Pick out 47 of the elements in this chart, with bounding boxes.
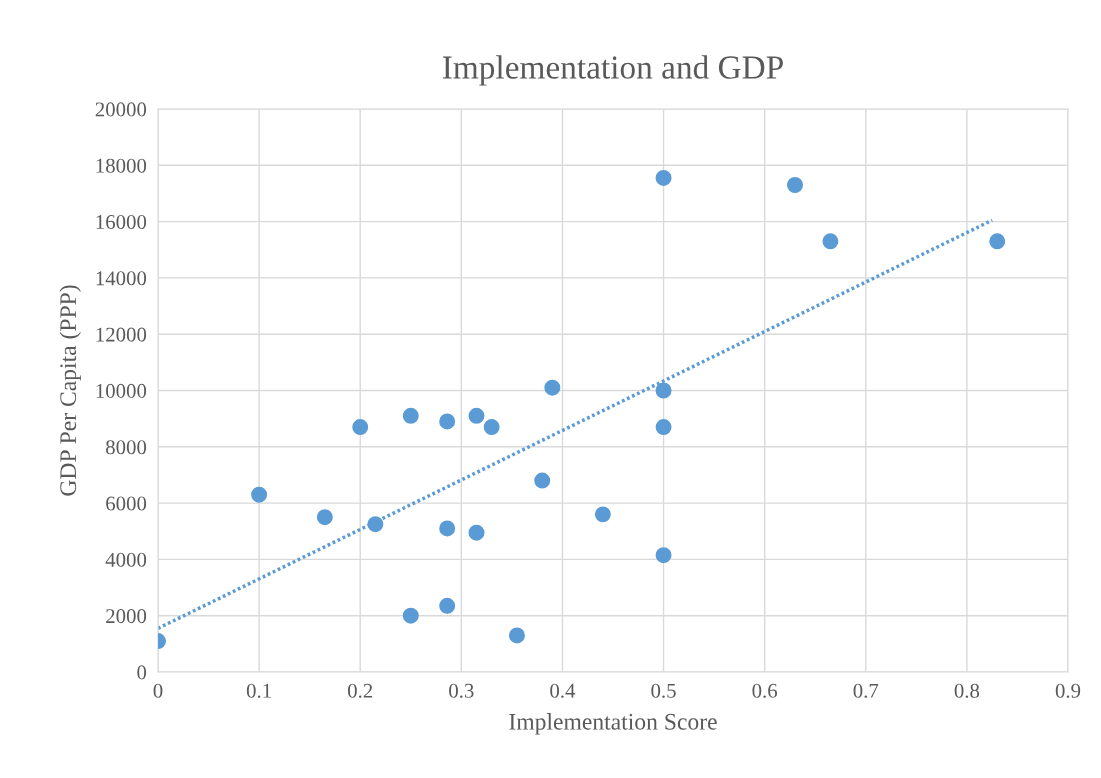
point <box>468 407 485 424</box>
point <box>352 419 369 436</box>
point <box>594 506 611 523</box>
point <box>544 379 561 396</box>
chart-title: Implementation and GDP <box>442 55 783 86</box>
point <box>822 233 839 250</box>
point <box>989 233 1006 250</box>
x-tick-label: 0.3 <box>449 683 474 698</box>
point <box>655 419 672 436</box>
point <box>402 407 419 424</box>
x-tick-label: 0.8 <box>954 683 980 698</box>
point <box>468 524 485 541</box>
point <box>655 547 672 564</box>
y-tick-label: 8000 <box>106 440 147 455</box>
y-tick-label: 2000 <box>106 609 147 624</box>
point <box>655 169 672 186</box>
point <box>787 177 803 193</box>
x-tick-label: 0.9 <box>1055 683 1081 698</box>
x-tick-label: 0.1 <box>246 683 271 698</box>
x-tick-label: 0 <box>153 683 163 698</box>
y-tick-label: 12000 <box>96 327 147 342</box>
y-tick-label: 14000 <box>96 271 147 286</box>
point <box>508 627 525 644</box>
x-tick-label: 0.4 <box>550 683 576 698</box>
y-tick-label: 4000 <box>105 552 147 567</box>
y-axis-title: GDP Per Capita (PPP) <box>59 285 81 496</box>
y-tick-label: 18000 <box>96 158 147 173</box>
point <box>367 516 384 533</box>
point <box>439 520 456 537</box>
x-tick-label: 0.2 <box>348 683 373 698</box>
y-tick-label: 16000 <box>96 214 147 230</box>
y-tick-label: 0 <box>137 665 147 680</box>
y-tick-label: 6000 <box>106 496 147 511</box>
y-tick-label: 20000 <box>95 102 147 117</box>
point <box>251 486 268 503</box>
point <box>655 382 672 399</box>
point <box>402 607 419 624</box>
point <box>316 509 333 526</box>
x-tick-label: 0.7 <box>853 683 879 698</box>
point <box>534 472 551 489</box>
point <box>439 413 456 430</box>
x-tick-label: 0.5 <box>651 683 676 698</box>
y-tick-label: 10000 <box>96 383 147 398</box>
point <box>483 419 500 436</box>
x-axis-title: Implementation Score <box>509 713 717 735</box>
x-tick-label: 0.6 <box>752 683 778 698</box>
point <box>439 597 456 614</box>
